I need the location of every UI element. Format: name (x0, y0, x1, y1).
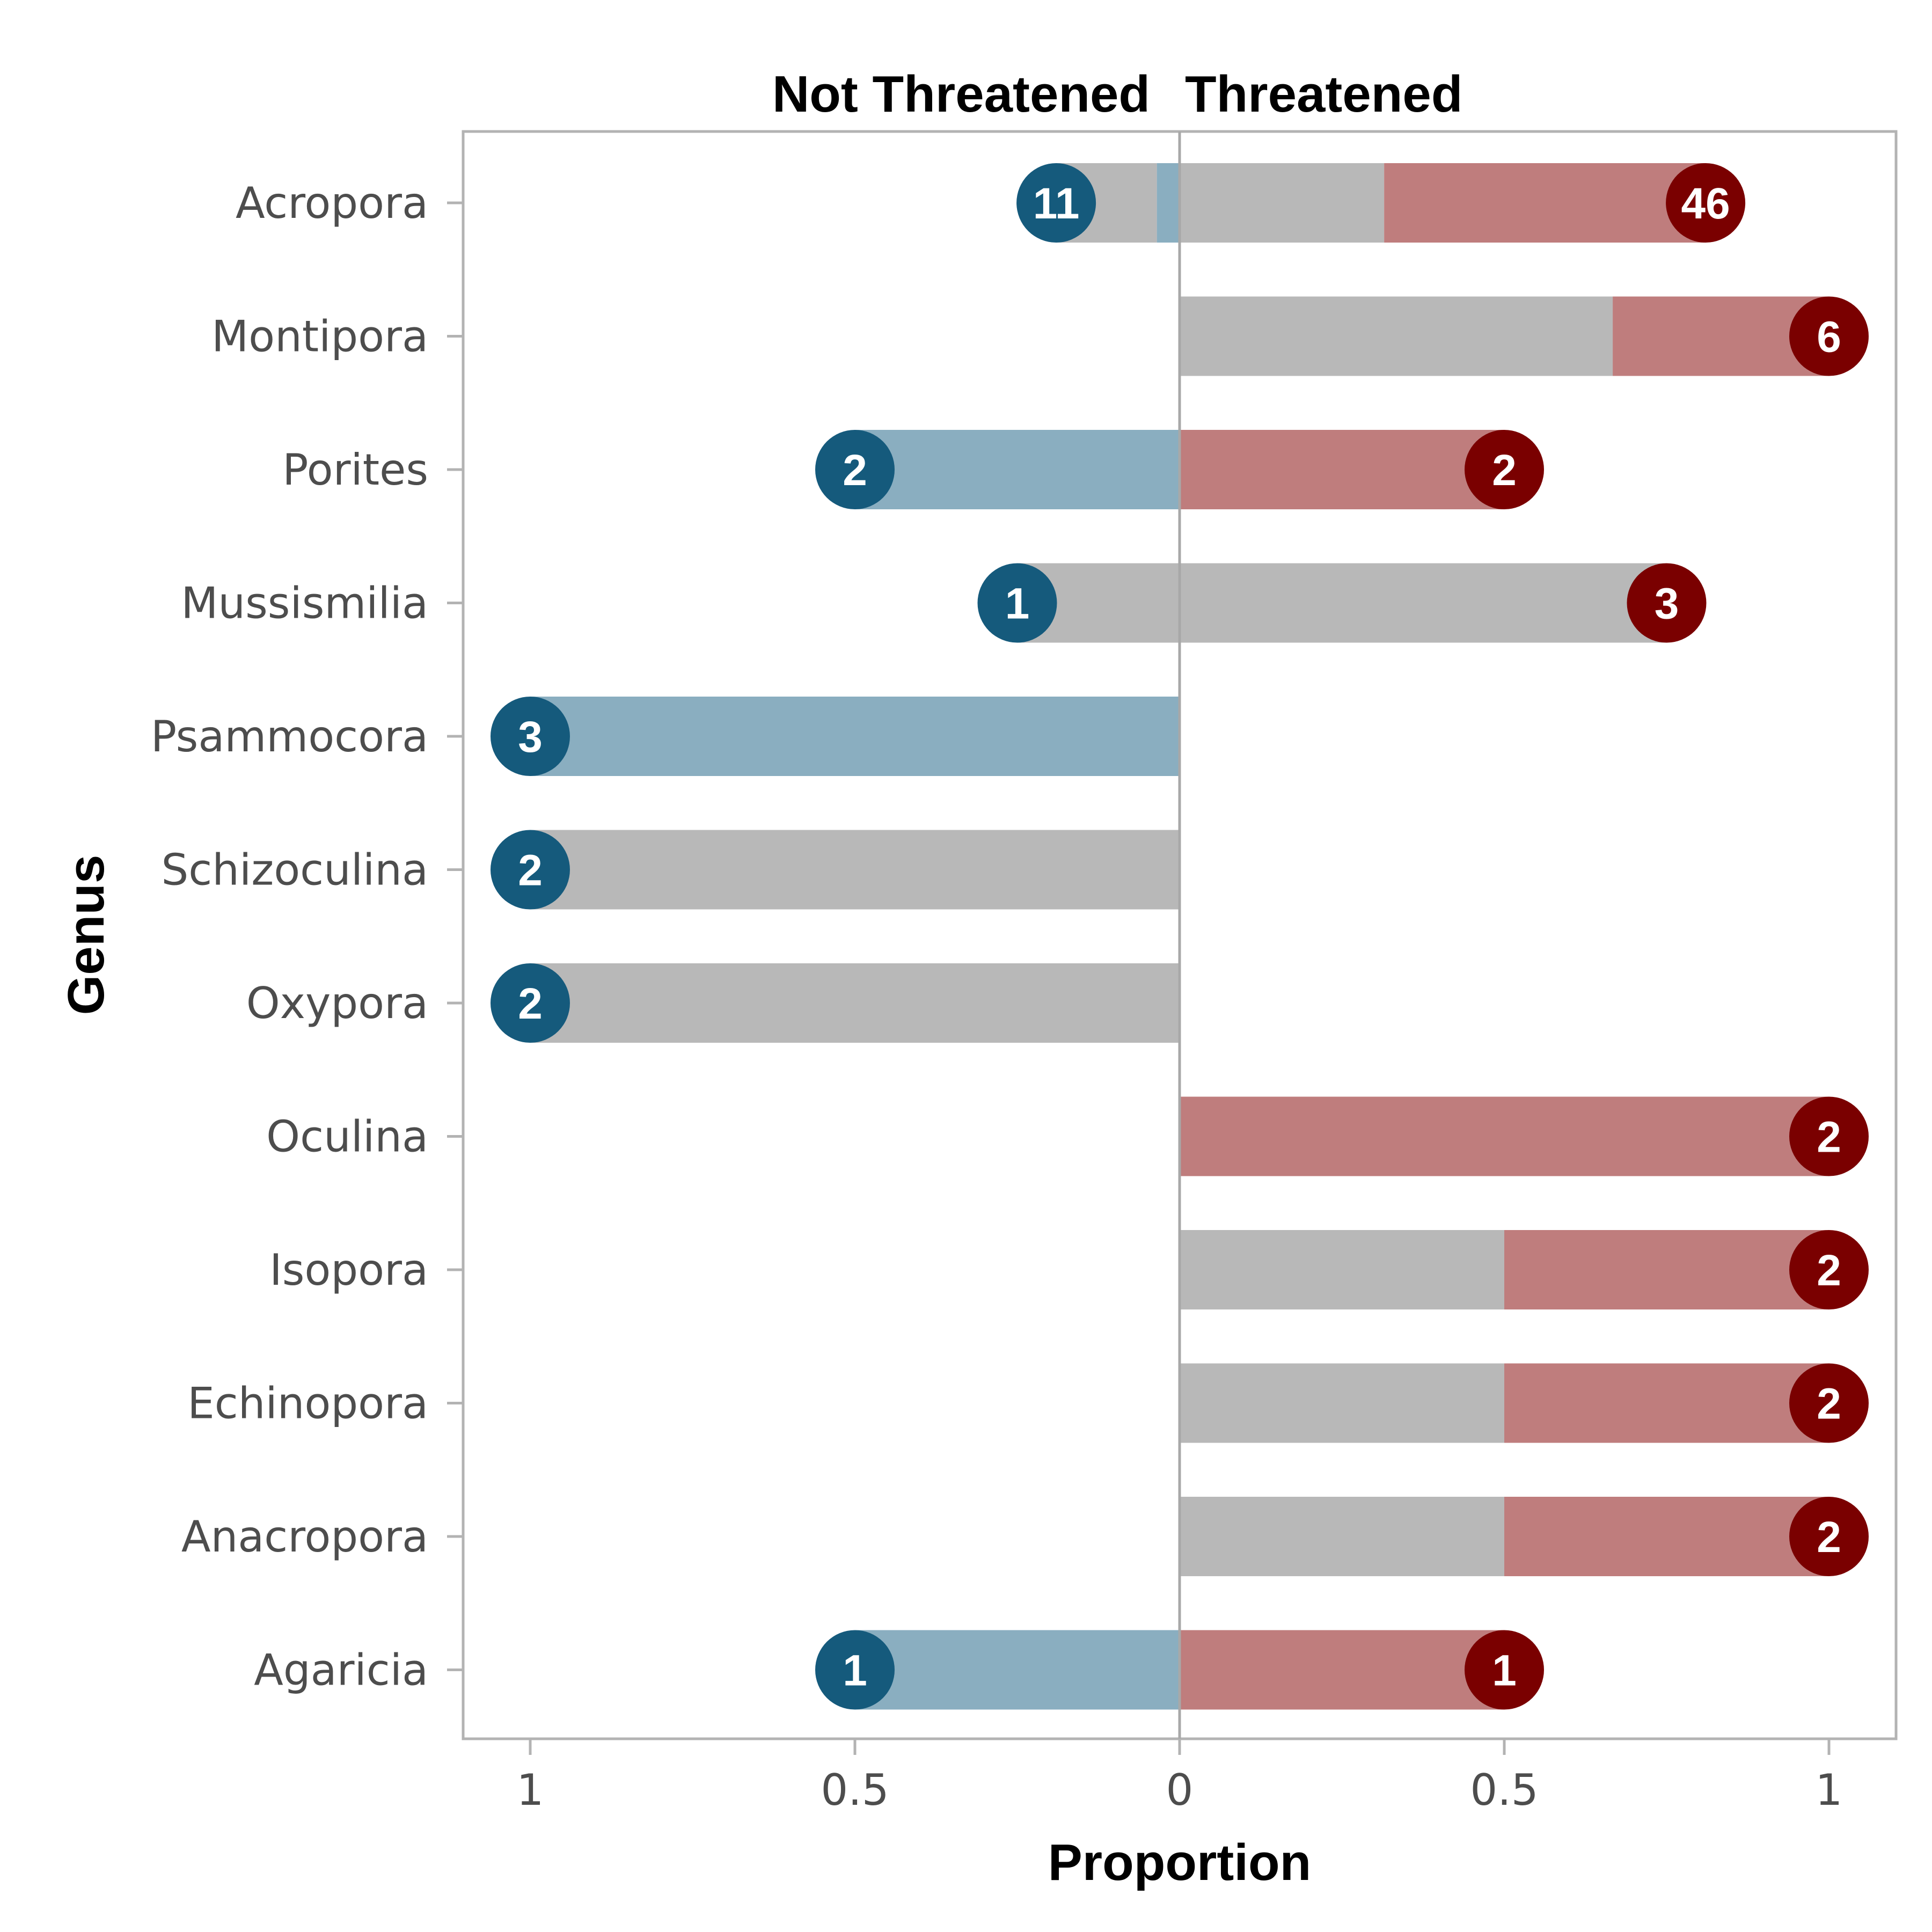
badge-threatened-acropora (1666, 163, 1746, 243)
badge-label-threatened-isopora: 2 (1817, 1246, 1841, 1295)
y-tick-label-acropora: Acropora (236, 178, 428, 228)
badge-not-threatened-agaricia (815, 1630, 895, 1710)
badge-threatened-echinopora (1789, 1363, 1869, 1443)
y-tick-label-porites: Porites (282, 445, 428, 495)
badge-threatened-mussismilia (1627, 563, 1707, 643)
y-tick-label-anacropora: Anacropora (181, 1512, 428, 1562)
badge-label-threatened-acropora: 46 (1681, 179, 1730, 228)
bar-other-right-montipora (1180, 296, 1613, 376)
bar-threatened-isopora (1504, 1230, 1829, 1309)
y-tick-label-oculina: Oculina (266, 1112, 428, 1162)
badge-label-threatened-echinopora: 2 (1817, 1380, 1841, 1429)
bar-not-threatened-psammocora (530, 697, 1180, 776)
y-tick-label-agaricia: Agaricia (254, 1645, 428, 1695)
badge-threatened-agaricia (1465, 1630, 1544, 1710)
badge-not-threatened-porites (815, 430, 895, 509)
badge-label-not-threatened-acropora: 11 (1033, 179, 1080, 228)
bar-other-right-mussismilia (1180, 563, 1667, 643)
bar-other-right-isopora (1180, 1230, 1504, 1309)
panel-title-not-threatened: Not Threatened (772, 65, 1150, 123)
badge-label-threatened-porites: 2 (1492, 446, 1517, 495)
badge-label-threatened-mussismilia: 3 (1655, 580, 1679, 628)
badge-not-threatened-mussismilia (977, 563, 1057, 643)
y-axis: Acropora Montipora Porites Mussismilia Psamm… (151, 178, 463, 1695)
x-tick-label-1: 0.5 (821, 1765, 889, 1815)
badge-threatened-anacropora (1789, 1497, 1869, 1576)
y-tick-label-isopora: Isopora (269, 1245, 428, 1295)
y-tick-label-echinopora: Echinopora (187, 1379, 428, 1429)
badge-label-not-threatened-psammocora: 3 (518, 713, 543, 762)
badge-threatened-isopora (1789, 1230, 1869, 1309)
bar-threatened-anacropora (1504, 1497, 1829, 1576)
badge-threatened-montipora (1789, 296, 1869, 376)
y-axis-title: Genus (57, 855, 115, 1015)
badge-label-not-threatened-mussismilia: 1 (1005, 580, 1030, 628)
y-tick-label-psammocora: Psammocora (151, 712, 428, 762)
badge-threatened-porites (1465, 430, 1544, 509)
y-tick-label-oxypora: Oxypora (246, 978, 428, 1028)
panel-title-threatened: Threatened (1185, 65, 1462, 123)
x-tick-label-0: 1 (517, 1765, 544, 1815)
x-tick-label-3: 0.5 (1470, 1765, 1538, 1815)
bar-threatened-agaricia (1180, 1630, 1504, 1710)
badge-not-threatened-schizoculina (491, 830, 570, 910)
bar-other-right-anacropora (1180, 1497, 1504, 1576)
bar-not-threatened-acropora (1157, 163, 1180, 243)
x-axis-title: Proportion (1048, 1834, 1312, 1891)
badge-label-not-threatened-porites: 2 (843, 446, 867, 495)
bar-threatened-echinopora (1504, 1363, 1829, 1443)
badge-label-threatened-agaricia: 1 (1492, 1646, 1517, 1695)
badge-label-threatened-montipora: 6 (1817, 313, 1841, 362)
badge-not-threatened-oxypora (491, 963, 570, 1043)
y-tick-label-mussismilia: Mussismilia (181, 579, 428, 628)
badge-threatened-oculina (1789, 1096, 1869, 1176)
bar-other-left-oxypora (530, 963, 1180, 1043)
y-tick-label-montipora: Montipora (211, 312, 428, 362)
badge-label-not-threatened-schizoculina: 2 (518, 846, 543, 895)
badge-label-threatened-anacropora: 2 (1817, 1513, 1841, 1562)
badge-label-threatened-oculina: 2 (1817, 1113, 1841, 1162)
bar-not-threatened-porites (855, 430, 1180, 509)
bar-threatened-oculina (1180, 1096, 1829, 1176)
x-tick-label-4: 1 (1816, 1765, 1843, 1815)
x-axis: 1 0.5 0 0.5 1 (517, 1739, 1843, 1815)
bar-threatened-porites (1180, 430, 1504, 509)
bars-layer (530, 163, 1829, 1710)
bar-other-left-schizoculina (530, 830, 1180, 910)
badge-label-not-threatened-oxypora: 2 (518, 979, 543, 1028)
badge-not-threatened-psammocora (491, 697, 570, 776)
bar-not-threatened-agaricia (855, 1630, 1180, 1710)
bar-threatened-acropora (1384, 163, 1706, 243)
bar-other-right-acropora (1180, 163, 1385, 243)
y-tick-label-schizoculina: Schizoculina (162, 845, 429, 895)
badge-not-threatened-acropora (1016, 163, 1096, 243)
badge-label-not-threatened-agaricia: 1 (843, 1646, 867, 1695)
x-tick-label-2: 0 (1166, 1765, 1194, 1815)
bar-other-right-echinopora (1180, 1363, 1504, 1443)
